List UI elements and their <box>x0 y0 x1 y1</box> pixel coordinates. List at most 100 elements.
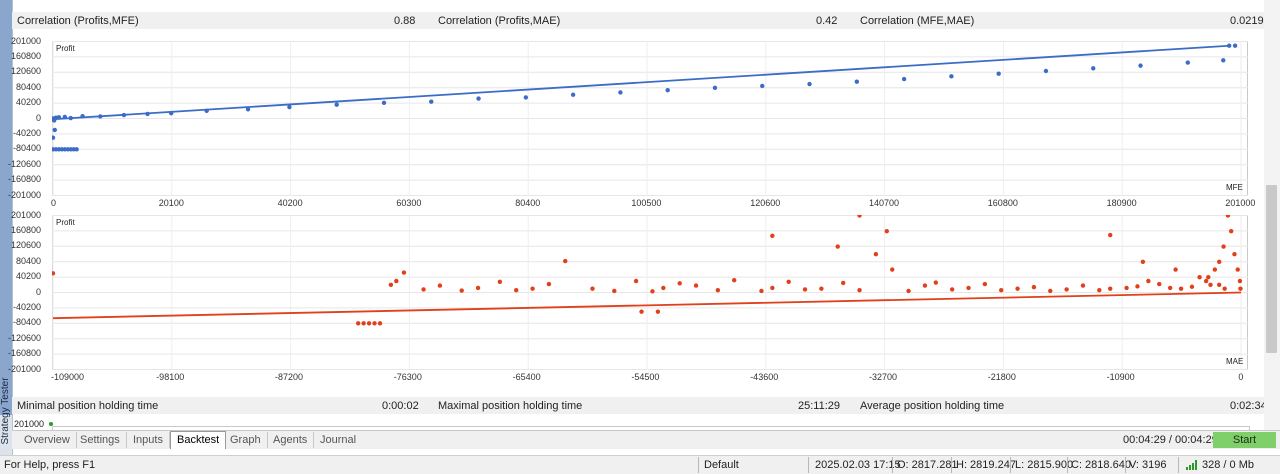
x-tick-label: 140700 <box>869 198 900 208</box>
data-point <box>1157 281 1162 287</box>
tab-overview[interactable]: Overview <box>18 432 77 448</box>
data-point <box>1217 259 1222 265</box>
data-point <box>890 267 895 272</box>
data-point <box>665 87 670 93</box>
data-point <box>381 100 387 105</box>
tab-journal[interactable]: Journal <box>320 434 357 446</box>
data-point <box>1203 278 1209 284</box>
y-tick-label: 80400 <box>15 255 41 266</box>
data-point <box>770 285 775 291</box>
data-point <box>1206 274 1211 280</box>
data-point <box>906 288 911 294</box>
data-point <box>361 321 366 326</box>
data-point <box>1232 43 1238 48</box>
x-tick-label: 0 <box>1238 372 1244 382</box>
scrollbar-thumb[interactable] <box>1266 185 1277 353</box>
scatter-plot-mae: Profit MAE <box>52 215 1248 370</box>
data-point <box>497 279 503 284</box>
data-point <box>563 258 568 264</box>
x-tick-label: -109000 <box>51 372 85 382</box>
bar-low: L: 2815.900 <box>1015 459 1074 471</box>
network-traffic: 328 / 0 Mb <box>1202 459 1254 471</box>
x-tick-label: 201000 <box>1225 198 1256 208</box>
x-tick-label: 40200 <box>277 198 303 208</box>
data-point <box>1212 267 1218 272</box>
x-tick-label: 20100 <box>158 198 184 208</box>
corr-mfe-mae-value: 0.0219 <box>1230 14 1264 27</box>
y-tick-label: 160800 <box>10 224 41 235</box>
tab-inputs[interactable]: Inputs <box>127 432 170 448</box>
trend-line <box>52 291 1242 320</box>
y-tick-label: -120600 <box>7 332 41 343</box>
data-point <box>52 135 56 140</box>
data-point <box>530 286 535 291</box>
data-point <box>523 95 529 100</box>
y-axis-label: Profit <box>56 218 75 227</box>
data-point <box>819 286 824 291</box>
x-axis-label: MAE <box>1226 357 1243 366</box>
correlation-row: Correlation (Profits,MFE) 0.88 Correlati… <box>12 12 1264 29</box>
data-point <box>62 114 68 120</box>
tab-graph[interactable]: Graph <box>224 432 268 448</box>
x-tick-label: 160800 <box>987 198 1018 208</box>
data-point <box>546 281 552 287</box>
x-tick-label: -10900 <box>1106 372 1135 382</box>
data-point <box>1189 284 1195 289</box>
data-point <box>1108 232 1113 238</box>
data-point <box>1226 43 1232 48</box>
y-tick-label: -201000 <box>7 363 41 374</box>
bar-volume: V: 3196 <box>1129 459 1167 471</box>
data-point <box>459 288 464 293</box>
avg-holding-label: Average position holding time <box>860 399 1005 412</box>
data-point <box>949 287 955 292</box>
data-point <box>355 321 361 326</box>
y-tick-label: 0 <box>35 286 41 297</box>
y-tick-label: 0 <box>35 112 41 123</box>
data-point <box>204 108 209 114</box>
corr-profits-mae-label: Correlation (Profits,MAE) <box>438 14 561 27</box>
data-point <box>996 71 1001 76</box>
data-point <box>366 321 372 326</box>
data-point <box>884 229 889 234</box>
data-point <box>1222 286 1227 291</box>
data-point <box>840 280 846 286</box>
y-tick-label: 40200 <box>15 97 41 108</box>
data-point <box>966 285 971 291</box>
y-tick-label: 201000 <box>10 35 41 46</box>
data-point <box>1064 287 1069 292</box>
sidebar-accent <box>0 0 12 415</box>
data-point <box>715 288 721 293</box>
partial-chart: 201000 <box>12 418 1264 430</box>
x-tick-label: 180900 <box>1106 198 1137 208</box>
data-point <box>475 285 481 291</box>
data-point <box>334 102 339 107</box>
data-point <box>1225 215 1231 218</box>
data-point <box>857 288 862 293</box>
data-point <box>121 112 127 118</box>
data-point <box>421 287 426 292</box>
data-point <box>873 251 879 257</box>
data-point <box>835 244 840 249</box>
x-tick-label: -65400 <box>512 372 541 382</box>
y-tick-label: -40200 <box>12 301 41 312</box>
data-point <box>1015 286 1020 291</box>
data-point <box>677 281 682 286</box>
data-point <box>388 282 394 288</box>
data-point <box>1108 286 1113 291</box>
vertical-scrollbar[interactable] <box>1264 0 1280 430</box>
tab-agents[interactable]: Agents <box>267 432 315 448</box>
data-point <box>169 110 174 116</box>
data-point <box>1167 285 1173 291</box>
x-tick-label: -98100 <box>156 372 185 382</box>
corr-mfe-mae-label: Correlation (MFE,MAE) <box>860 14 975 27</box>
data-point <box>1043 68 1049 74</box>
status-separator <box>951 457 952 473</box>
data-point <box>982 281 988 287</box>
holding-time-row: Minimal position holding time 0:00:02 Ma… <box>12 397 1267 414</box>
data-point <box>1208 282 1213 288</box>
start-button[interactable]: Start <box>1213 432 1276 448</box>
x-tick-label: 120600 <box>750 198 781 208</box>
tab-backtest[interactable]: Backtest <box>170 431 227 449</box>
data-point <box>1185 60 1191 65</box>
tab-settings[interactable]: Settings <box>74 432 127 448</box>
